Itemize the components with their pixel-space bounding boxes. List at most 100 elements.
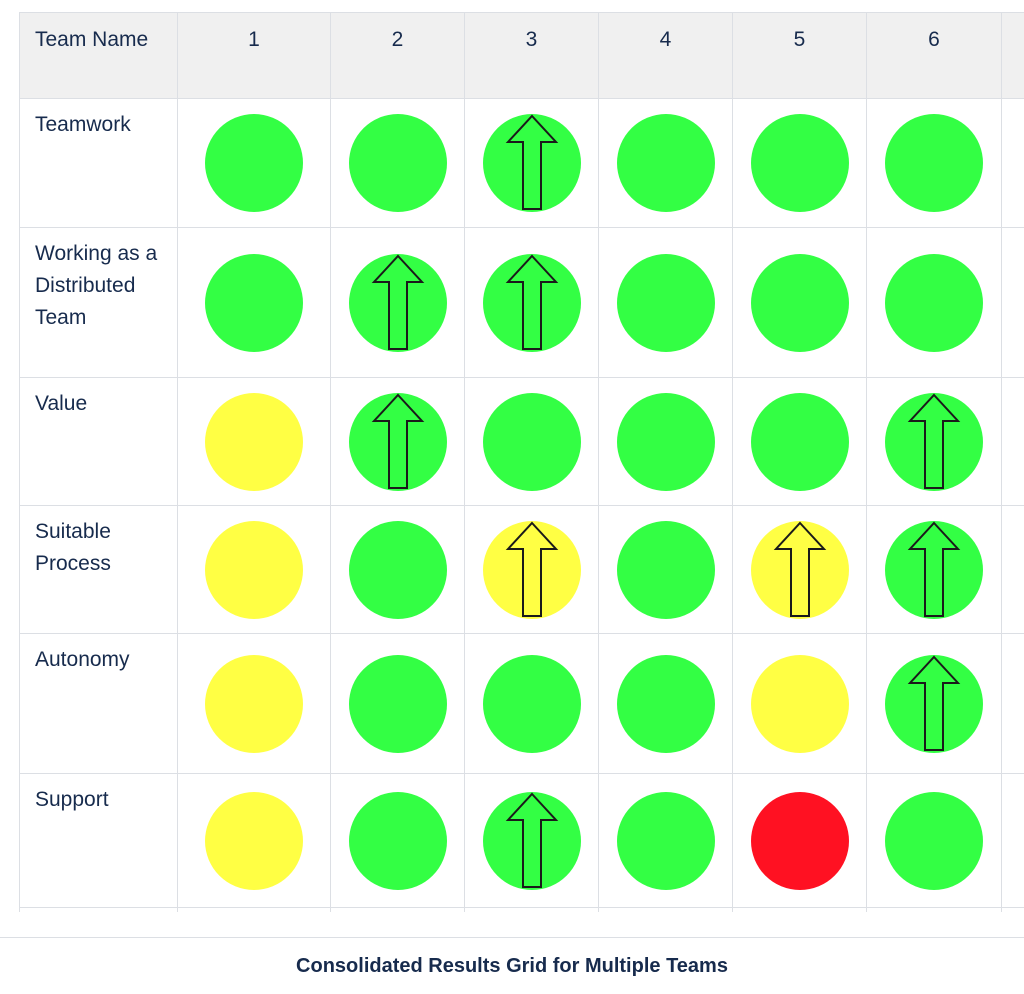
green-status-dot (483, 114, 581, 212)
status-cell (867, 228, 1002, 378)
green-status-dot (751, 114, 849, 212)
up-arrow-icon (483, 254, 581, 352)
status-cell (599, 228, 733, 378)
up-arrow-shape (374, 395, 422, 488)
green-status-dot (349, 393, 447, 491)
header-team-2: 2 (331, 13, 465, 99)
status-cell (733, 228, 867, 378)
up-arrow-shape (508, 523, 556, 616)
yellow-status-dot (483, 521, 581, 619)
green-status-dot (617, 655, 715, 753)
red-status-dot (751, 792, 849, 890)
empty-cell (599, 908, 733, 913)
up-arrow-shape (508, 794, 556, 887)
status-cell (331, 774, 465, 908)
grid-caption: Consolidated Results Grid for Multiple T… (0, 937, 1024, 992)
green-status-dot (617, 393, 715, 491)
green-status-dot (349, 655, 447, 753)
table-row-partial (20, 908, 1024, 913)
overflow-cell (1002, 634, 1024, 774)
status-cell (599, 99, 733, 228)
status-cell (733, 634, 867, 774)
green-status-dot (349, 254, 447, 352)
overflow-cell (1002, 99, 1024, 228)
row-label: Suitable Process (20, 506, 178, 634)
status-cell (465, 99, 599, 228)
overflow-cell (1002, 506, 1024, 634)
up-arrow-icon (483, 521, 581, 619)
green-status-dot (483, 254, 581, 352)
table-row: Support (20, 774, 1024, 908)
yellow-status-dot (751, 521, 849, 619)
status-cell (733, 378, 867, 506)
status-cell (465, 774, 599, 908)
yellow-status-dot (205, 521, 303, 619)
status-cell (867, 99, 1002, 228)
green-status-dot (617, 254, 715, 352)
yellow-status-dot (205, 792, 303, 890)
green-status-dot (205, 114, 303, 212)
status-cell (733, 99, 867, 228)
up-arrow-shape (910, 523, 958, 616)
status-cell (465, 378, 599, 506)
header-row: Team Name 1 2 3 4 5 6 (20, 13, 1024, 99)
status-cell (867, 774, 1002, 908)
table-row: Teamwork (20, 99, 1024, 228)
status-cell (465, 228, 599, 378)
header-team-name: Team Name (20, 13, 178, 99)
table-row: Working as a Distributed Team (20, 228, 1024, 378)
row-label: Teamwork (20, 99, 178, 228)
status-cell (733, 506, 867, 634)
yellow-status-dot (205, 655, 303, 753)
header-team-3: 3 (465, 13, 599, 99)
empty-cell (178, 908, 331, 913)
status-cell (331, 99, 465, 228)
status-cell (599, 774, 733, 908)
green-status-dot (483, 792, 581, 890)
overflow-cell (1002, 378, 1024, 506)
status-cell (331, 506, 465, 634)
green-status-dot (617, 521, 715, 619)
status-cell (465, 506, 599, 634)
status-cell (178, 774, 331, 908)
up-arrow-icon (885, 393, 983, 491)
green-status-dot (617, 114, 715, 212)
green-status-dot (349, 521, 447, 619)
up-arrow-shape (910, 657, 958, 750)
yellow-status-dot (751, 655, 849, 753)
up-arrow-icon (483, 792, 581, 890)
up-arrow-icon (483, 114, 581, 212)
green-status-dot (483, 655, 581, 753)
row-label: Autonomy (20, 634, 178, 774)
header-team-4: 4 (599, 13, 733, 99)
green-status-dot (751, 254, 849, 352)
green-status-dot (751, 393, 849, 491)
status-cell (867, 634, 1002, 774)
green-status-dot (617, 792, 715, 890)
status-cell (867, 506, 1002, 634)
status-cell (599, 634, 733, 774)
status-cell (733, 774, 867, 908)
status-cell (178, 506, 331, 634)
green-status-dot (205, 254, 303, 352)
status-cell (331, 634, 465, 774)
table-row: Suitable Process (20, 506, 1024, 634)
header-team-1: 1 (178, 13, 331, 99)
table-row: Autonomy (20, 634, 1024, 774)
green-status-dot (885, 521, 983, 619)
header-team-5: 5 (733, 13, 867, 99)
up-arrow-shape (508, 116, 556, 209)
status-cell (331, 378, 465, 506)
status-cell (178, 634, 331, 774)
up-arrow-shape (776, 523, 824, 616)
green-status-dot (885, 114, 983, 212)
status-cell (178, 99, 331, 228)
up-arrow-icon (349, 254, 447, 352)
row-label: Value (20, 378, 178, 506)
up-arrow-icon (885, 655, 983, 753)
row-label: Working as a Distributed Team (20, 228, 178, 378)
overflow-cell (1002, 774, 1024, 908)
empty-cell (20, 908, 178, 913)
status-cell (599, 378, 733, 506)
